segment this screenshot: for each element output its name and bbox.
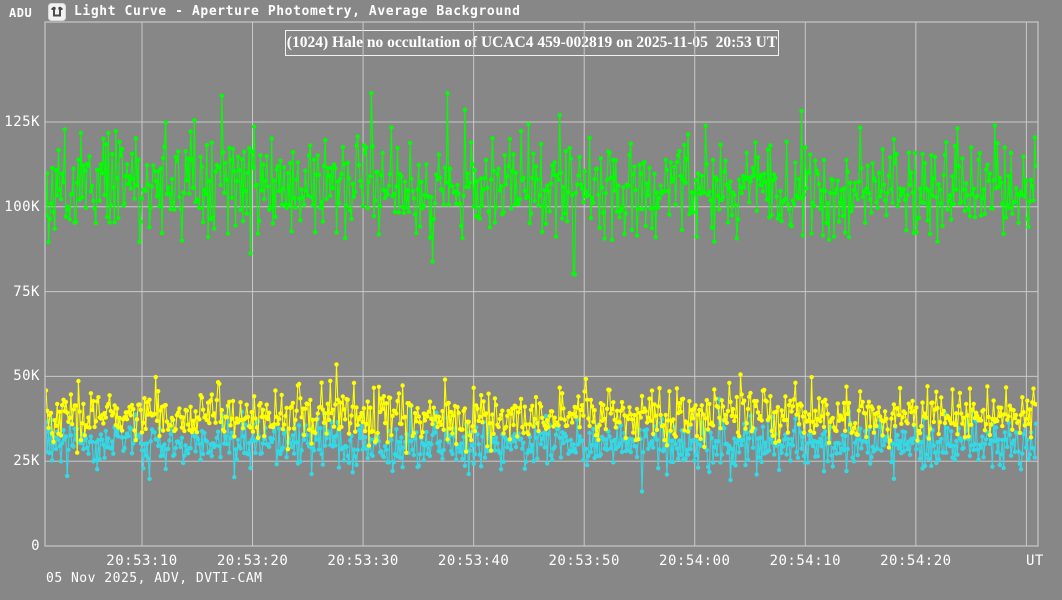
observation-info-label: 05 Nov 2025, ADV, DVTI-CAM	[46, 571, 263, 586]
x-tick-label: 20:54:10	[769, 553, 842, 569]
y-tick-label: 0	[31, 538, 40, 554]
x-tick-label: 20:53:10	[106, 553, 178, 569]
x-axis-unit-label: UT	[1026, 553, 1044, 569]
grid-lines	[45, 22, 1038, 546]
y-tick-label: 75K	[13, 283, 40, 300]
chart-title-box: (1024) Hale no occultation of UCAC4 459-…	[285, 30, 779, 56]
y-tick-label: 25K	[13, 453, 40, 470]
x-tick-label: 20:53:40	[437, 553, 510, 569]
series-green-lightcurve	[46, 91, 1037, 277]
plot-border	[44, 21, 1039, 547]
series-yellow-lightcurve	[46, 362, 1037, 455]
y-tick-label: 50K	[13, 368, 40, 385]
x-tick-label: 20:54:00	[659, 553, 731, 569]
light-curve-icon	[48, 3, 66, 21]
chart-title-text: (1024) Hale no occultation of UCAC4 459-…	[286, 34, 778, 51]
y-axis-unit-label: ADU	[9, 6, 33, 20]
y-tick-label: 125K	[4, 114, 40, 130]
x-tick-label: 20:53:20	[216, 553, 289, 569]
x-tick-label: 20:53:30	[327, 553, 399, 569]
window-title: Light Curve - Aperture Photometry, Avera…	[74, 4, 521, 19]
x-tick-label: 20:53:50	[548, 553, 620, 569]
y-tick-label: 100K	[4, 198, 40, 215]
x-tick-label: 20:54:20	[880, 553, 952, 569]
